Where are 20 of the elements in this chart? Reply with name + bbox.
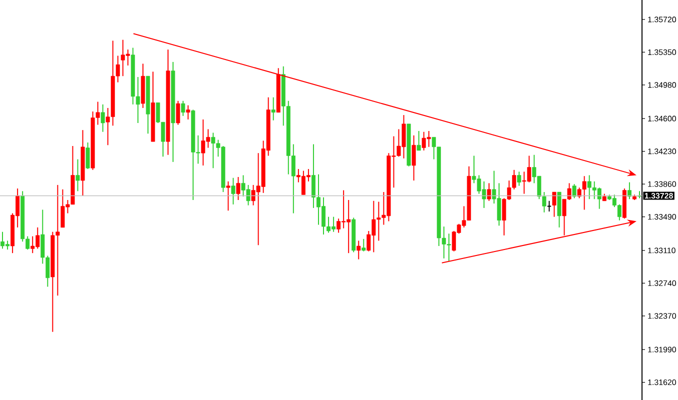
candlestick — [552, 192, 556, 218]
candlestick — [362, 238, 366, 252]
candlestick — [176, 100, 180, 126]
candlestick — [100, 104, 105, 132]
candlestick — [76, 158, 80, 192]
candlestick — [416, 130, 421, 151]
candlestick — [487, 182, 492, 202]
candlestick — [231, 177, 236, 205]
candlestick — [517, 171, 522, 186]
candlestick — [86, 142, 90, 170]
candlestick — [181, 100, 186, 116]
candlestick — [271, 96, 276, 121]
candlestick — [356, 240, 361, 260]
candlestick — [186, 104, 190, 120]
candlestick — [236, 176, 240, 200]
candlestick — [226, 180, 230, 212]
candlestick — [627, 182, 632, 200]
candlestick — [412, 134, 416, 182]
candlestick — [557, 192, 562, 228]
candlestick — [572, 184, 576, 199]
